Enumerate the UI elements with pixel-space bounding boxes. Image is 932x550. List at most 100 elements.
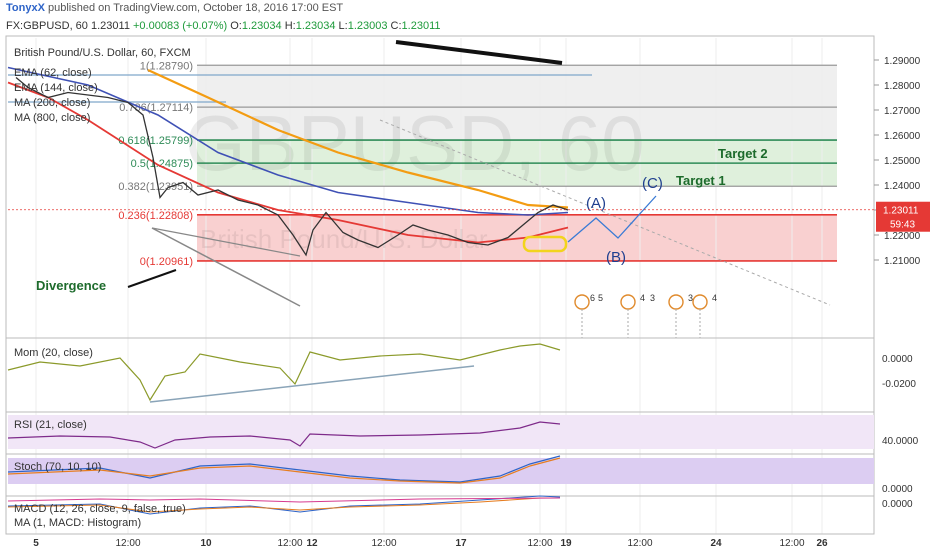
c-value: 1.23011 (401, 20, 441, 32)
symbol: FX:GBPUSD, 60 (6, 20, 88, 32)
divergence-arrow (127, 269, 177, 288)
last-price-badge (876, 201, 930, 232)
pane-tick-1: -0.0200 (882, 379, 916, 390)
legend-ema144[interactable]: EMA (144, close) (14, 82, 98, 94)
stoch-k-line[interactable] (7, 455, 561, 483)
y-tick-label-5: 1.24000 (884, 181, 921, 192)
macd-histogram-line[interactable] (7, 497, 561, 503)
x-tick-label-5: 12:00 (371, 538, 396, 549)
target-1-label: Target 1 (676, 173, 726, 188)
legend-ma800[interactable]: MA (800, close) (14, 112, 90, 124)
ema144-line[interactable] (7, 66, 569, 216)
event-flag-2[interactable] (668, 294, 684, 310)
time-axis: 5 12:00 10 12:00 12 12:00 17 12:00 19 12:00 24 12:0… (6, 533, 874, 549)
legend: British Pound/U.S. Dollar, 60, FXCM EMA … (14, 47, 191, 124)
fib-label-5: 0.236(1.22808) (118, 210, 193, 222)
publish-info: TonyxX published on TradingView.com, Oct… (6, 2, 932, 14)
legend-ema62[interactable]: EMA (62, close) (14, 67, 92, 79)
fib-label-0: 1(1.28790) (140, 60, 193, 72)
mom-line[interactable] (7, 343, 561, 402)
h-label: H: (284, 20, 296, 32)
pane-tick-2: 40.0000 (882, 436, 919, 447)
pane-mom-label: Mom (20, close) (14, 347, 93, 359)
y-tick-label-0: 1.29000 (884, 56, 921, 67)
pane-rsi-label: RSI (21, close) (14, 419, 87, 431)
y-tick-label-8: 1.21000 (884, 256, 921, 267)
symbol-info: FX:GBPUSD, 60 1.23011 +0.00083 (+0.07%) … (6, 20, 932, 32)
pane-tick-0: 0.0000 (882, 354, 913, 365)
legend-title: British Pound/U.S. Dollar, 60, FXCM (14, 47, 191, 59)
x-tick-label-6: 17 (455, 538, 467, 549)
event-flag-count-2: 4 (640, 293, 645, 303)
fib-label-4: 0.382(1.23951) (118, 181, 193, 193)
bar-countdown: 59:43 (890, 220, 915, 231)
mom-divergence-line[interactable] (149, 365, 475, 403)
price-axis: 1.29000 1.28000 1.27000 1.26000 1.25000 1.240… (8, 56, 930, 267)
x-tick-label-4: 12 (306, 538, 318, 549)
series-lines (7, 66, 569, 257)
divergence-line-price[interactable] (151, 227, 301, 307)
fib-label-3: 0.5(1.24875) (131, 158, 193, 170)
x-tick-label-7: 12:00 (527, 538, 552, 549)
x-tick-label-1: 12:00 (115, 538, 140, 549)
target-2-label: Target 2 (718, 146, 768, 161)
legend-ma200[interactable]: MA (200, close) (14, 97, 90, 109)
wave-c-label: (C) (642, 175, 663, 192)
event-flag-count-0: 6 (590, 293, 595, 303)
x-tick-label-11: 12:00 (779, 538, 804, 549)
x-tick-label-0: 5 (33, 538, 39, 549)
l-value: 1.23003 (347, 20, 388, 32)
x-tick-label-12: 26 (816, 538, 828, 549)
rsi-line[interactable] (7, 421, 561, 449)
divergence-line-price-2[interactable] (151, 227, 301, 257)
macd-signal-line[interactable] (7, 497, 560, 513)
y-tick-label-4: 1.25000 (884, 156, 921, 167)
event-flag-count-3: 3 (650, 293, 655, 303)
event-flag-3[interactable] (692, 294, 708, 310)
x-tick-label-10: 24 (710, 538, 722, 549)
event-flag-count-5: 4 (712, 293, 717, 303)
trend-line-thick[interactable] (395, 40, 563, 65)
published-text: published on TradingView.com, October 18… (47, 2, 344, 14)
event-flag-0[interactable] (574, 294, 590, 310)
o-value: 1.23034 (241, 20, 282, 32)
wave-a-label: (A) (586, 195, 606, 212)
price-line[interactable] (15, 77, 569, 257)
y-tick-label-1: 1.28000 (884, 81, 921, 92)
x-tick-label-8: 19 (560, 538, 572, 549)
ma200-line[interactable] (147, 69, 569, 209)
x-tick-label-9: 12:00 (627, 538, 652, 549)
last-price-value: 1.23011 (883, 206, 919, 217)
y-tick-label-2: 1.27000 (884, 106, 921, 117)
fib-label-6: 0(1.20961) (140, 256, 193, 268)
pane-ma-hist-label: MA (1, MACD: Histogram) (14, 517, 141, 529)
fib-label-2: 0.618(1.25799) (118, 135, 193, 147)
event-flag-count-1: 5 (598, 293, 603, 303)
h-value: 1.23034 (295, 20, 336, 32)
x-tick-label-2: 10 (200, 538, 212, 549)
rsi-band (8, 415, 874, 449)
last-price: 1.23011 (90, 20, 130, 32)
price-change: +0.00083 (+0.07%) (133, 20, 228, 32)
wave-b-label: (B) (606, 249, 626, 266)
wave-projection[interactable] (567, 195, 657, 243)
l-label: L: (338, 20, 348, 32)
author-name[interactable]: TonyxX (6, 2, 45, 14)
indicator-panes: 0.0000 -0.0200 40.0000 0.0000 0.0000 (6, 337, 919, 515)
highlight-ellipse[interactable] (522, 235, 568, 253)
c-label: C: (390, 20, 402, 32)
y-tick-label-7: 1.22000 (884, 231, 921, 242)
event-flag-1[interactable] (620, 294, 636, 310)
y-tick-label-3: 1.26000 (884, 131, 921, 142)
stoch-d-line[interactable] (7, 457, 561, 484)
watermark: GBPUSD, 60 (185, 99, 645, 187)
pane-stoch-label: Stoch (70, 10, 10) (14, 461, 101, 473)
grid-lines (35, 38, 823, 534)
event-flag-count-4: 3 (688, 293, 693, 303)
x-tick-label-3: 12:00 (277, 538, 302, 549)
stoch-band (8, 458, 874, 484)
pane-tick-3: 0.0000 (882, 484, 913, 495)
pane-tick-4: 0.0000 (882, 499, 913, 510)
